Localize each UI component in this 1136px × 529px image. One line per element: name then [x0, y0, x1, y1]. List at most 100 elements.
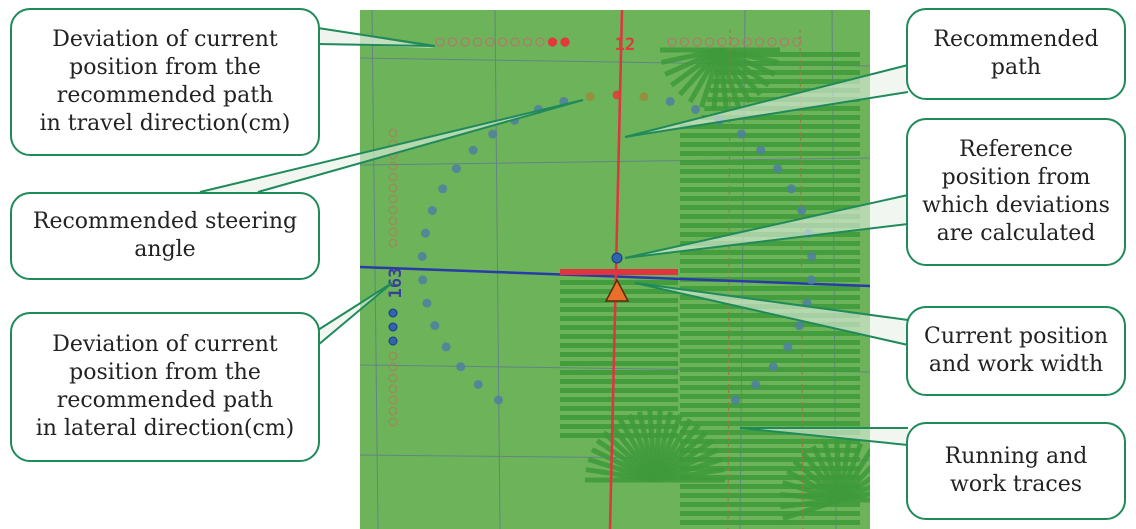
steering-dot [585, 92, 595, 102]
callout-lateral-line-3: recommended path [56, 388, 274, 413]
callout-steering-line-2: angle [134, 237, 196, 262]
trace-stripe [680, 205, 860, 210]
lateral-dot [388, 172, 398, 182]
callout-travel-line-3: recommended path [56, 83, 274, 108]
travel-dot [717, 37, 727, 47]
trace-stripe [560, 343, 678, 348]
callout-current-line-2: and work width [928, 352, 1104, 377]
steering-dot [807, 251, 817, 261]
travel-dot [510, 37, 520, 47]
trace-stripe [680, 178, 860, 183]
trace-stripe [680, 331, 860, 336]
trace-stripe [680, 484, 860, 489]
steering-dot [420, 228, 430, 238]
callout-path-line-1: Recommended [933, 27, 1099, 52]
callout-travel-line-2: position from the [69, 55, 261, 80]
lateral-dot [388, 373, 398, 383]
trace-stripe [560, 388, 678, 393]
steering-dot [639, 92, 649, 102]
travel-dot [485, 37, 495, 47]
lateral-dot [388, 128, 398, 138]
steering-dot [438, 184, 448, 194]
travel-dot [547, 37, 558, 47]
trace-stripe [680, 385, 860, 390]
trace-stripe [680, 466, 860, 471]
trace-stripe [560, 415, 678, 420]
steering-dot [768, 362, 778, 372]
lateral-dot [388, 205, 398, 215]
callout-lateral-line-2: position from the [69, 360, 261, 385]
trace-stripe [680, 376, 860, 381]
steering-dot [751, 379, 761, 389]
travel-dot [767, 37, 777, 47]
trace-stripe [680, 430, 860, 435]
callout-reference-line-1: Reference [959, 137, 1073, 162]
trace-stripe [680, 403, 860, 408]
callout-recommended-path: Recommended path [906, 8, 1126, 100]
steering-dot [422, 298, 432, 308]
trace-stripe [560, 352, 678, 357]
lateral-dot [388, 308, 398, 318]
steering-dot [612, 90, 622, 100]
steering-dot [731, 395, 741, 405]
callout-steering-angle: Recommended steering angle [10, 192, 320, 280]
steering-dot [468, 145, 478, 155]
lateral-dot [388, 351, 398, 361]
lateral-dot [388, 183, 398, 193]
trace-stripe [560, 361, 678, 366]
trace-stripe [560, 325, 678, 330]
steering-dot [418, 275, 428, 285]
trace-stripe [680, 475, 860, 480]
callout-traces-line-2: work traces [949, 472, 1083, 497]
lateral-dot [388, 322, 398, 332]
callout-steering-line-1: Recommended steering [32, 209, 298, 234]
steering-dot [736, 129, 746, 139]
lateral-dot [388, 362, 398, 372]
travel-deviation-readout: 12 [615, 35, 635, 55]
travel-dot [667, 37, 677, 47]
trace-stripe [680, 241, 860, 246]
steering-dot [456, 362, 466, 372]
trace-stripe [560, 406, 678, 411]
callout-reference-line-4: are calculated [936, 221, 1096, 246]
trace-stripe [680, 457, 860, 462]
trace-stripe [680, 322, 860, 327]
steering-dot [773, 164, 783, 174]
lateral-dot [388, 384, 398, 394]
trace-stripe [680, 160, 860, 165]
callout-reference-line-2: position from [941, 165, 1091, 190]
trace-stripe [560, 307, 678, 312]
travel-dot [692, 37, 702, 47]
callout-traces-line-1: Running and [944, 444, 1088, 469]
trace-stripe [680, 511, 860, 516]
steering-dot [427, 205, 437, 215]
trace-stripe [720, 52, 860, 57]
trace-stripe [680, 340, 860, 345]
trace-stripe [680, 448, 860, 453]
lateral-deviation-readout: 163 [386, 268, 406, 299]
steering-dot [806, 275, 816, 285]
trace-stripe [680, 169, 860, 174]
trace-stripe [709, 88, 860, 93]
trace-stripe [560, 397, 678, 402]
trace-stripe [680, 520, 860, 525]
steering-dot [783, 342, 793, 352]
trace-stripe [680, 439, 860, 444]
lateral-dot [388, 216, 398, 226]
trace-stripe [712, 79, 860, 84]
callout-running-traces: Running and work traces [906, 422, 1126, 520]
steering-dot [430, 321, 440, 331]
lateral-dot [388, 417, 398, 427]
callout-reference-line-3: which deviations [922, 193, 1110, 218]
steering-dot [493, 395, 503, 405]
travel-dot [560, 37, 570, 47]
steering-dot [665, 96, 675, 106]
travel-dot [497, 37, 508, 47]
travel-dot [729, 37, 740, 47]
trace-stripe [680, 250, 860, 255]
steering-dot [794, 321, 804, 331]
steering-dot [786, 184, 796, 194]
trace-stripe [680, 349, 860, 354]
lateral-dot [388, 161, 398, 171]
trace-stripe [680, 358, 860, 363]
